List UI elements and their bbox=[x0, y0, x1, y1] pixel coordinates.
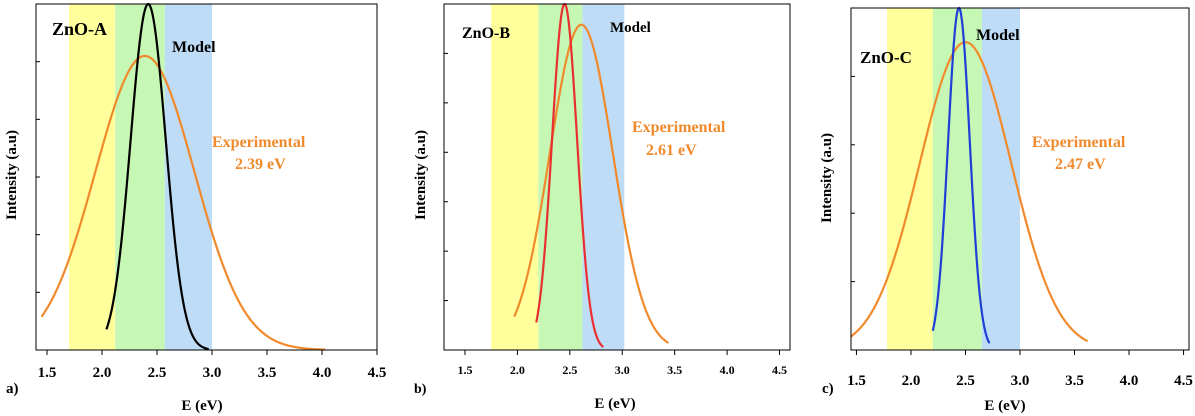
curves bbox=[40, 2, 326, 351]
x-tick-label: 4.5 bbox=[1174, 373, 1193, 389]
x-tick-label: 3.0 bbox=[615, 363, 630, 377]
experimental-label: Experimental bbox=[212, 134, 306, 151]
series-experimental-line bbox=[40, 54, 326, 351]
series-model-line bbox=[535, 2, 605, 348]
sample-label: ZnO-A bbox=[52, 19, 107, 39]
plot-frame bbox=[850, 7, 1190, 351]
series-experimental-line bbox=[513, 23, 669, 344]
x-ticks: 1.5 2.0 2.5 3.0 3.5 4.0 4.5 bbox=[38, 350, 387, 381]
sample-label: ZnO-B bbox=[462, 25, 510, 42]
model-label: Model bbox=[172, 39, 216, 56]
panel-b: 1.5 2.0 2.5 3.0 3.5 4.0 4.5 ZnO-B Model Experi… bbox=[413, 2, 791, 412]
panel-c: 1.5 2.0 2.5 3.0 3.5 4.0 4.5 ZnO-C Model Experi… bbox=[819, 6, 1193, 414]
experimental-value: 2.39 eV bbox=[235, 156, 286, 173]
curves bbox=[513, 2, 669, 348]
x-tick-label: 3.5 bbox=[258, 365, 277, 381]
band-0 bbox=[69, 4, 116, 350]
series-model-line bbox=[105, 2, 209, 351]
x-tick-label: 2.5 bbox=[562, 363, 577, 377]
x-tick-label: 3.5 bbox=[1065, 373, 1084, 389]
panel-a: 1.5 2.0 2.5 3.0 3.5 4.0 4.5 ZnO-A Model Experi… bbox=[4, 2, 387, 414]
experimental-value: 2.47 eV bbox=[1055, 156, 1106, 173]
y-axis-label: Intensity (a.u) bbox=[819, 133, 835, 223]
y-ticks bbox=[36, 3, 40, 351]
panel-label: a) bbox=[6, 381, 19, 397]
x-tick-label: 2.0 bbox=[93, 365, 112, 381]
series-model-line bbox=[931, 6, 991, 344]
x-tick-label: 1.5 bbox=[38, 365, 57, 381]
x-tick-label: 4.5 bbox=[772, 363, 787, 377]
plot-frame bbox=[35, 3, 378, 351]
x-tick-label: 1.5 bbox=[847, 373, 866, 389]
energy-bands bbox=[69, 4, 212, 350]
x-tick-label: 4.5 bbox=[368, 365, 387, 381]
x-tick-label: 4.0 bbox=[720, 363, 735, 377]
x-ticks: 1.5 2.0 2.5 3.0 3.5 4.0 4.5 bbox=[457, 350, 787, 377]
x-tick-label: 1.5 bbox=[457, 363, 472, 377]
panel-label: b) bbox=[414, 382, 427, 397]
band-1 bbox=[115, 4, 165, 350]
model-label: Model bbox=[976, 27, 1020, 44]
band-2 bbox=[164, 4, 212, 350]
band-1 bbox=[932, 8, 982, 350]
plot-frame bbox=[443, 3, 791, 351]
x-tick-label: 2.0 bbox=[902, 373, 921, 389]
y-axis-label: Intensity (a.u) bbox=[413, 130, 429, 220]
x-tick-label: 3.5 bbox=[667, 363, 682, 377]
sample-label: ZnO-C bbox=[860, 48, 912, 67]
energy-bands bbox=[491, 4, 625, 350]
x-tick-label: 4.0 bbox=[313, 365, 332, 381]
x-tick-label: 2.0 bbox=[510, 363, 525, 377]
panel-label: c) bbox=[822, 381, 834, 397]
x-tick-label: 3.0 bbox=[1011, 373, 1030, 389]
band-0 bbox=[491, 4, 539, 350]
x-tick-label: 2.5 bbox=[148, 365, 167, 381]
series-experimental-line bbox=[850, 41, 1089, 343]
y-axis-label: Intensity (a.u) bbox=[4, 130, 20, 220]
x-axis-label: E (eV) bbox=[181, 398, 222, 414]
x-tick-label: 2.5 bbox=[956, 373, 975, 389]
curves bbox=[850, 6, 1089, 344]
x-tick-label: 3.0 bbox=[203, 365, 222, 381]
band-0 bbox=[886, 8, 933, 350]
experimental-value: 2.61 eV bbox=[646, 142, 697, 159]
x-axis-label: E (eV) bbox=[984, 398, 1025, 414]
x-tick-label: 4.0 bbox=[1120, 373, 1139, 389]
x-ticks: 1.5 2.0 2.5 3.0 3.5 4.0 4.5 bbox=[847, 350, 1193, 389]
model-label: Model bbox=[610, 20, 651, 36]
band-2 bbox=[981, 8, 1020, 350]
x-axis-label: E (eV) bbox=[594, 396, 635, 412]
y-ticks bbox=[444, 3, 448, 351]
y-ticks bbox=[851, 7, 855, 351]
experimental-label: Experimental bbox=[632, 119, 726, 136]
energy-bands bbox=[886, 8, 1020, 350]
experimental-label: Experimental bbox=[1032, 134, 1126, 151]
